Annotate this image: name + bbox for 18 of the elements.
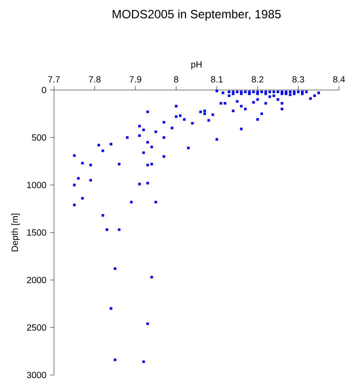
y-tick-label: 500: [32, 134, 46, 141]
x-tick-label: 8: [174, 76, 178, 83]
x-tick-label: 7.7: [48, 76, 60, 82]
y-axis-title: Depth [m]: [11, 214, 20, 252]
chart-title: MODS2005 in September, 1985: [112, 10, 281, 21]
x-tick-label: 8.2: [252, 76, 264, 83]
x-axis-title: pH: [191, 61, 202, 70]
y-tick-label: 2500: [27, 324, 46, 331]
x-tick-label: 8.4: [333, 76, 345, 83]
y-tick-label: 3000: [26, 372, 46, 378]
x-tick-label: 8.1: [211, 76, 223, 83]
y-tick-label: 1500: [27, 229, 46, 236]
x-tick-label: 7.8: [88, 76, 101, 83]
x-tick-label: 8.3: [292, 76, 304, 83]
y-tick-label: 0: [42, 86, 46, 94]
y-tick-label: 1000: [27, 182, 46, 188]
y-tick-label: 2000: [27, 276, 46, 284]
x-tick-label: 7.9: [130, 76, 142, 83]
